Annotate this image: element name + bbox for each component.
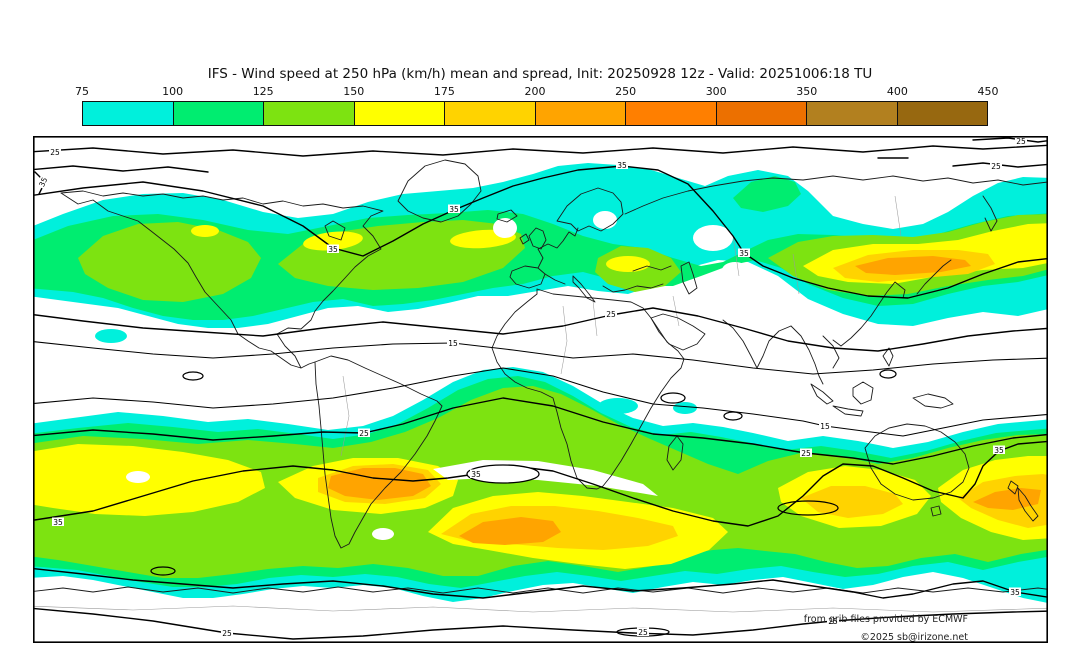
- contour-label: 25: [990, 161, 1002, 171]
- world-map: 25 35 35 35 35 35 25 15 25 25 35 35 25 1…: [33, 136, 1048, 643]
- credit-line-source: from grib files provided by ECMWF: [804, 614, 968, 625]
- wind-speed-shading: [33, 163, 1048, 603]
- legend-tick: 150: [343, 85, 365, 98]
- svg-text:25: 25: [828, 617, 838, 626]
- contour-label: 35: [993, 445, 1005, 455]
- map-border: [33, 136, 1048, 643]
- svg-text:35: 35: [53, 518, 63, 527]
- contour-labels: 25 35 35 35 35 35 25 15 25 25 35 35 25 1…: [36, 136, 1027, 638]
- svg-text:25: 25: [638, 628, 648, 637]
- contour-label: 25: [827, 616, 839, 626]
- contour-label: 25: [49, 147, 61, 157]
- page-title: IFS - Wind speed at 250 hPa (km/h) mean …: [207, 66, 873, 82]
- svg-text:15: 15: [820, 422, 830, 431]
- svg-text:35: 35: [449, 205, 459, 214]
- contour-label: 35: [448, 204, 460, 214]
- coastlines: [33, 159, 1048, 594]
- contour-label: 35: [52, 517, 64, 527]
- legend-segment: [83, 102, 174, 125]
- contour-label: 15: [819, 421, 831, 431]
- legend-tick: 250: [615, 85, 637, 98]
- map-frame: 25 35 35 35 35 35 25 15 25 25 35 35 25 1…: [33, 136, 1048, 643]
- legend-segment: [354, 102, 445, 125]
- svg-text:35: 35: [328, 245, 338, 254]
- svg-text:25: 25: [1016, 137, 1026, 146]
- legend-segment: [716, 102, 807, 125]
- legend-segment: [173, 102, 264, 125]
- contour-label: 35: [327, 244, 339, 254]
- legend-segment: [807, 102, 898, 125]
- svg-text:35: 35: [617, 161, 627, 170]
- legend-tick: 75: [75, 85, 89, 98]
- contour-label: 25: [221, 628, 233, 638]
- contour-label: 25: [637, 627, 649, 637]
- contour-label: 25: [1015, 136, 1027, 146]
- legend-tick: 100: [162, 85, 184, 98]
- contour-label: 35: [36, 174, 49, 190]
- contour-label: 25: [605, 309, 617, 319]
- svg-text:35: 35: [994, 446, 1004, 455]
- svg-text:35: 35: [471, 470, 481, 479]
- legend-tick: 400: [886, 85, 908, 98]
- svg-text:35: 35: [37, 176, 49, 189]
- contour-label: 25: [358, 428, 370, 438]
- legend-tick-row: 75 100 125 150 175 200 250 300 350 400 4…: [75, 85, 999, 98]
- legend-tick: 125: [252, 85, 274, 98]
- legend-segment: [897, 102, 987, 125]
- legend-segment: [264, 102, 355, 125]
- svg-text:25: 25: [359, 429, 369, 438]
- svg-text:25: 25: [801, 449, 811, 458]
- svg-text:35: 35: [739, 249, 749, 258]
- legend-segment: [445, 102, 536, 125]
- contour-label: 35: [616, 160, 628, 170]
- contour-label: 35: [1009, 587, 1021, 597]
- legend-tick: 350: [796, 85, 818, 98]
- contour-label: 25: [800, 448, 812, 458]
- svg-text:35: 35: [1010, 588, 1020, 597]
- legend-tick: 200: [524, 85, 546, 98]
- contour-label: 15: [447, 338, 459, 348]
- svg-text:25: 25: [50, 148, 60, 157]
- credit-line-copyright: ©2025 sb@irizone.net: [860, 632, 968, 643]
- legend-segment: [626, 102, 717, 125]
- svg-text:25: 25: [606, 310, 616, 319]
- spread-contours: [33, 137, 1048, 640]
- contour-label: 35: [738, 248, 750, 258]
- legend-segment: [535, 102, 626, 125]
- svg-text:25: 25: [991, 162, 1001, 171]
- legend-tick: 300: [705, 85, 727, 98]
- svg-text:25: 25: [222, 629, 232, 638]
- legend-tick: 175: [433, 85, 455, 98]
- svg-text:15: 15: [448, 339, 458, 348]
- legend-tick: 450: [977, 85, 999, 98]
- contour-label: 35: [470, 469, 482, 479]
- color-scale-bar: [82, 101, 988, 126]
